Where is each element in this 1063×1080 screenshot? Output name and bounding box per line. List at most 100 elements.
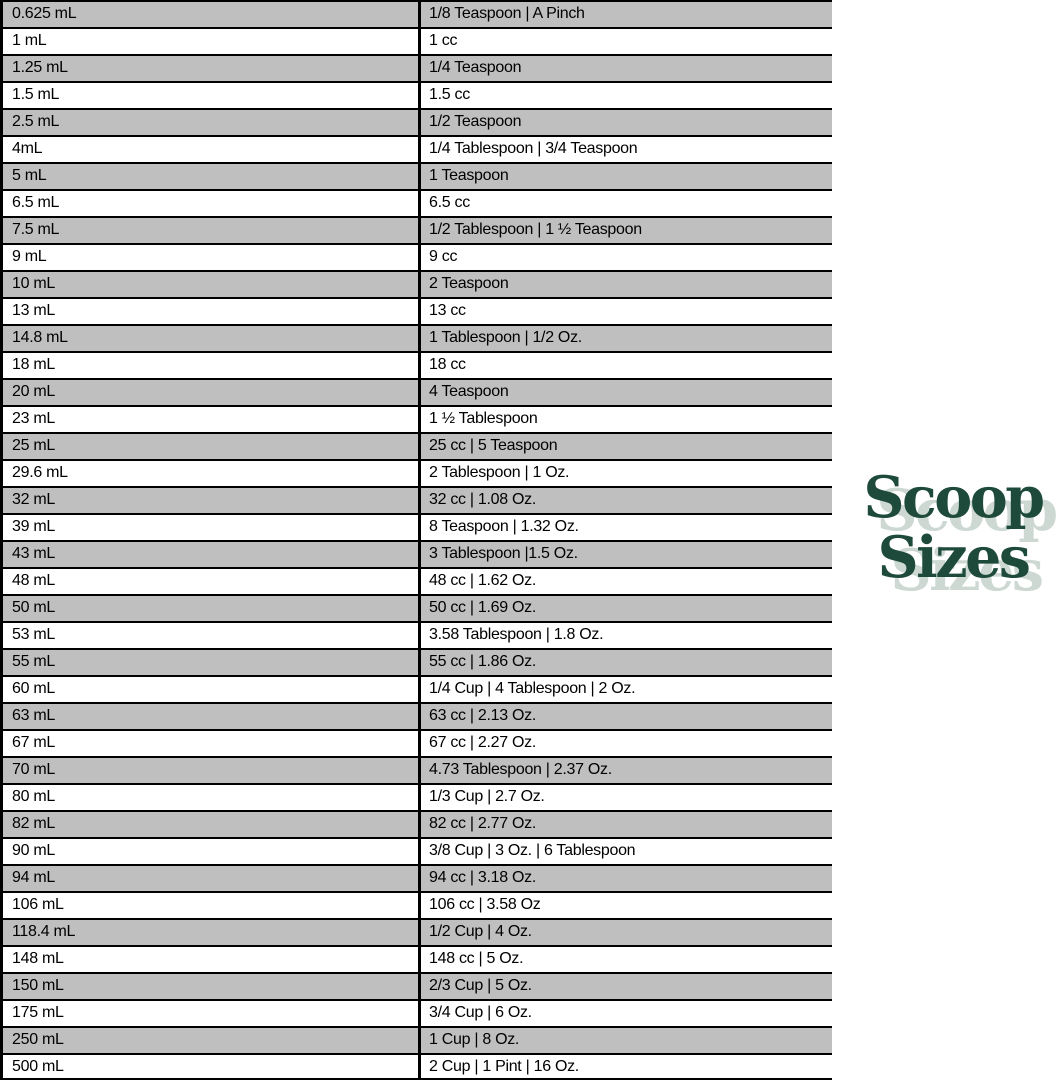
equiv-cell: 1.5 cc [429,86,470,103]
table-row: 13 mL 13 cc [3,297,832,324]
equiv-cell: 9 cc [429,248,458,265]
ml-cell: 63 mL [3,704,421,729]
ml-cell: 18 mL [3,353,421,378]
conversion-table: 0.625 mL 1/8 Teaspoon | A Pinch 1 mL 1 c… [0,0,832,1080]
ml-cell: 118.4 mL [3,920,421,945]
table-row: 14.8 mL 1 Tablespoon | 1/2 Oz. [3,324,832,351]
table-row: 250 mL 1 Cup | 8 Oz. [3,1026,832,1053]
equiv-cell: 63 cc | 2.13 Oz. [429,707,536,724]
table-row: 5 mL 1 Teaspoon [3,162,832,189]
equiv-cell: 67 cc | 2.27 Oz. [429,734,536,751]
ml-cell: 50 mL [3,596,421,621]
table-row: 94 mL 94 cc | 3.18 Oz. [3,864,832,891]
ml-cell: 48 mL [3,569,421,594]
ml-cell: 1.5 mL [3,83,421,108]
equiv-cell: 48 cc | 1.62 Oz. [429,572,536,589]
ml-cell: 4mL [3,137,421,162]
equiv-cell: 3/8 Cup | 3 Oz. | 6 Tablespoon [429,842,636,859]
table-row: 148 mL 148 cc | 5 Oz. [3,945,832,972]
ml-cell: 175 mL [3,1001,421,1026]
table-row: 7.5 mL 1/2 Tablespoon | 1 ½ Teaspoon [3,216,832,243]
table-row: 70 mL 4.73 Tablespoon | 2.37 Oz. [3,756,832,783]
equiv-cell: 1/2 Tablespoon | 1 ½ Teaspoon [429,221,642,238]
equiv-cell: 2/3 Cup | 5 Oz. [429,977,532,994]
table-row: 6.5 mL 6.5 cc [3,189,832,216]
equiv-cell: 1 Cup | 8 Oz. [429,1031,520,1048]
ml-cell: 150 mL [3,974,421,999]
equiv-cell: 1 ½ Tablespoon [429,410,538,427]
equiv-cell: 32 cc | 1.08 Oz. [429,491,536,508]
equiv-cell: 94 cc | 3.18 Oz. [429,869,536,886]
ml-cell: 250 mL [3,1028,421,1053]
table-row: 4mL 1/4 Tablespoon | 3/4 Teaspoon [3,135,832,162]
equiv-cell: 1/8 Teaspoon | A Pinch [429,5,585,22]
equiv-cell: 6.5 cc [429,194,470,211]
ml-cell: 43 mL [3,542,421,567]
table-row: 53 mL 3.58 Tablespoon | 1.8 Oz. [3,621,832,648]
equiv-cell: 1/4 Teaspoon [429,59,522,76]
ml-cell: 5 mL [3,164,421,189]
ml-cell: 1.25 mL [3,56,421,81]
equiv-cell: 1 Tablespoon | 1/2 Oz. [429,329,582,346]
ml-cell: 13 mL [3,299,421,324]
ml-cell: 106 mL [3,893,421,918]
equiv-cell: 82 cc | 2.77 Oz. [429,815,536,832]
table-row: 10 mL 2 Teaspoon [3,270,832,297]
ml-cell: 148 mL [3,947,421,972]
ml-cell: 60 mL [3,677,421,702]
table-row: 82 mL 82 cc | 2.77 Oz. [3,810,832,837]
table-row: 18 mL 18 cc [3,351,832,378]
equiv-cell: 1 Teaspoon [429,167,509,184]
table-row: 67 mL 67 cc | 2.27 Oz. [3,729,832,756]
equiv-cell: 1/4 Tablespoon | 3/4 Teaspoon [429,140,638,157]
ml-cell: 80 mL [3,785,421,810]
equiv-cell: 50 cc | 1.69 Oz. [429,599,536,616]
ml-cell: 9 mL [3,245,421,270]
ml-cell: 23 mL [3,407,421,432]
table-row: 500 mL 2 Cup | 1 Pint | 16 Oz. [3,1053,832,1080]
equiv-cell: 1/3 Cup | 2.7 Oz. [429,788,545,805]
ml-cell: 6.5 mL [3,191,421,216]
table-row: 1.5 mL 1.5 cc [3,81,832,108]
equiv-cell: 106 cc | 3.58 Oz [429,896,541,913]
ml-cell: 10 mL [3,272,421,297]
table-row: 0.625 mL 1/8 Teaspoon | A Pinch [3,0,832,27]
table-row: 106 mL 106 cc | 3.58 Oz [3,891,832,918]
logo-line-scoop: Scoop [863,464,1045,531]
table-row: 23 mL 1 ½ Tablespoon [3,405,832,432]
table-row: 25 mL 25 cc | 5 Teaspoon [3,432,832,459]
equiv-cell: 13 cc [429,302,466,319]
table-row: 1 mL 1 cc [3,27,832,54]
table-row: 48 mL 48 cc | 1.62 Oz. [3,567,832,594]
equiv-cell: 2 Teaspoon [429,275,509,292]
equiv-cell: 55 cc | 1.86 Oz. [429,653,536,670]
equiv-cell: 1/2 Teaspoon [429,113,522,130]
equiv-cell: 3 Tablespoon |1.5 Oz. [429,545,578,562]
table-row: 29.6 mL 2 Tablespoon | 1 Oz. [3,459,832,486]
table-row: 150 mL 2/3 Cup | 5 Oz. [3,972,832,999]
equiv-cell: 18 cc [429,356,466,373]
equiv-cell: 2 Cup | 1 Pint | 16 Oz. [429,1058,579,1075]
equiv-cell: 4 Teaspoon [429,383,509,400]
ml-cell: 14.8 mL [3,326,421,351]
table-row: 55 mL 55 cc | 1.86 Oz. [3,648,832,675]
equiv-cell: 3.58 Tablespoon | 1.8 Oz. [429,626,604,643]
ml-cell: 29.6 mL [3,461,421,486]
equiv-cell: 4.73 Tablespoon | 2.37 Oz. [429,761,612,778]
table-row: 20 mL 4 Teaspoon [3,378,832,405]
ml-cell: 82 mL [3,812,421,837]
ml-cell: 39 mL [3,515,421,540]
scoop-sizes-logo: Scoop Sizes [843,464,1063,589]
table-row: 118.4 mL 1/2 Cup | 4 Oz. [3,918,832,945]
equiv-cell: 1 cc [429,32,458,49]
equiv-cell: 1/4 Cup | 4 Tablespoon | 2 Oz. [429,680,636,697]
ml-cell: 1 mL [3,29,421,54]
equiv-cell: 3/4 Cup | 6 Oz. [429,1004,532,1021]
ml-cell: 7.5 mL [3,218,421,243]
table-row: 60 mL 1/4 Cup | 4 Tablespoon | 2 Oz. [3,675,832,702]
equiv-cell: 2 Tablespoon | 1 Oz. [429,464,570,481]
equiv-cell: 25 cc | 5 Teaspoon [429,437,558,454]
table-row: 32 mL 32 cc | 1.08 Oz. [3,486,832,513]
ml-cell: 0.625 mL [3,2,421,27]
